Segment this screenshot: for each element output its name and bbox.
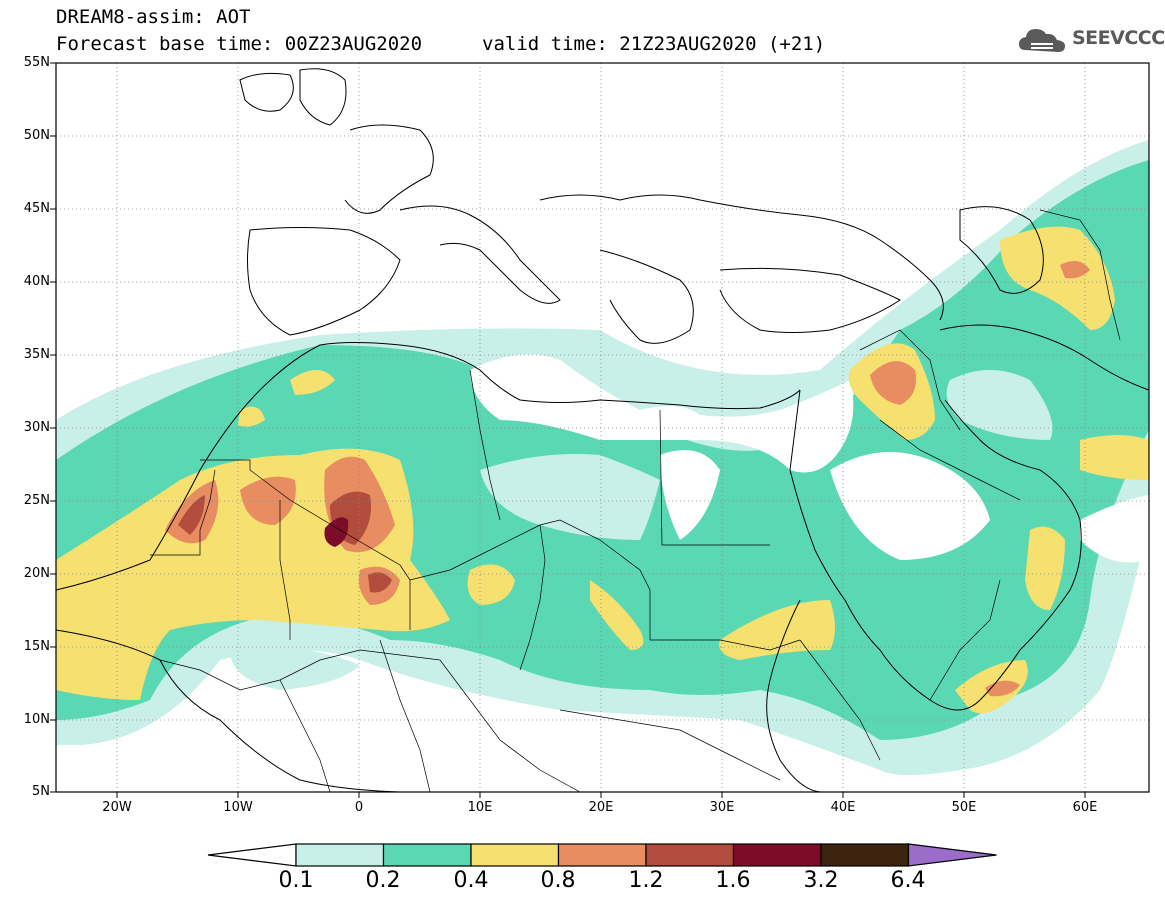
aot-clear-areas — [470, 354, 1149, 563]
axis-ticks — [50, 62, 1086, 798]
lat-label: 20N — [23, 566, 50, 581]
graticule — [56, 63, 1149, 792]
lat-label: 30N — [23, 420, 50, 435]
coastlines — [56, 68, 1149, 792]
colorbar-label: 0.8 — [540, 868, 576, 893]
colorbar-label: 6.4 — [890, 868, 926, 893]
colorbar-label: 0.1 — [278, 868, 314, 893]
lat-label: 5N — [32, 784, 50, 799]
colorbar-label: 1.2 — [628, 868, 664, 893]
colorbar-label: 0.4 — [453, 868, 489, 893]
lat-label: 10N — [23, 712, 50, 727]
lon-label: 20W — [102, 800, 132, 815]
lat-label: 35N — [23, 347, 50, 362]
lon-label: 50E — [951, 800, 977, 815]
colorbar-label: 1.6 — [715, 868, 751, 893]
lon-label: 0 — [354, 800, 364, 815]
country-borders — [150, 209, 1121, 792]
valid-time: valid time: 21Z23AUG2020 (+21) — [482, 33, 826, 55]
colorbar-label: 0.2 — [365, 868, 401, 893]
colorbar-label: 3.2 — [803, 868, 839, 893]
lat-label: 50N — [23, 128, 50, 143]
lat-label: 40N — [23, 274, 50, 289]
lon-label: 30E — [709, 800, 735, 815]
aot-field-1-6 — [324, 517, 349, 547]
map-title: DREAM8-assim: AOT — [56, 6, 251, 28]
lat-label: 25N — [23, 493, 50, 508]
lon-label: 20E — [588, 800, 614, 815]
lon-label: 10E — [467, 800, 493, 815]
lat-label: 45N — [23, 201, 50, 216]
lat-label: 15N — [23, 639, 50, 654]
forecast-base-time: Forecast base time: 00Z23AUG2020 — [56, 33, 423, 55]
lon-label: 40E — [830, 800, 856, 815]
lon-label: 60E — [1072, 800, 1098, 815]
logo-text: SEEVCCC — [1072, 27, 1165, 49]
cloud-icon — [1019, 29, 1065, 52]
lat-label: 55N — [23, 55, 50, 70]
lon-label: 10W — [223, 800, 253, 815]
